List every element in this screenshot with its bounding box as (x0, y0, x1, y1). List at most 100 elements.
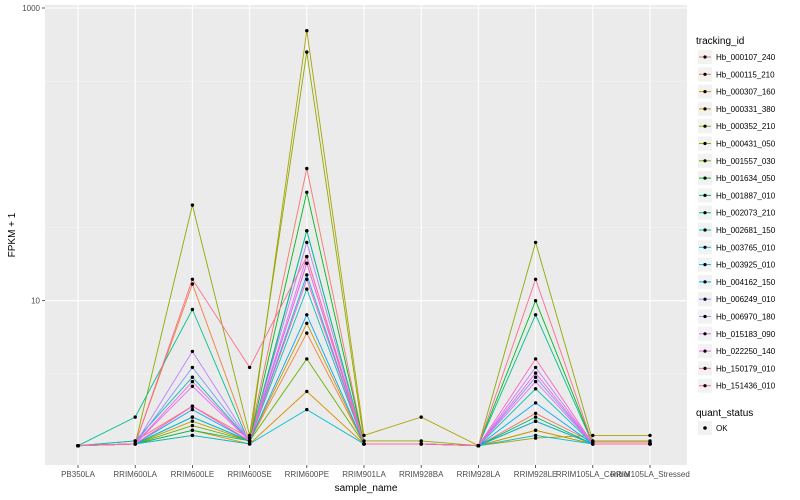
data-point (419, 415, 423, 419)
legend-entry-label: Hb_022250_140 (716, 347, 776, 356)
data-point (190, 365, 195, 370)
data-point (533, 415, 538, 419)
data-point (305, 190, 309, 194)
data-point (533, 357, 538, 361)
data-point (533, 277, 538, 281)
legend-entry-label: Hb_002073_210 (716, 209, 776, 218)
data-point (247, 433, 252, 438)
data-point (648, 439, 652, 443)
data-point (305, 273, 309, 277)
data-point (362, 442, 366, 446)
data-point (362, 439, 366, 443)
x-tick-label: RRIM928LA (457, 470, 501, 479)
data-point (419, 439, 423, 443)
legend-entry-label: Hb_001557_030 (716, 157, 776, 166)
data-point (247, 442, 252, 446)
data-point (533, 428, 538, 432)
legend-key-dot (703, 107, 707, 111)
data-point (362, 433, 366, 438)
data-point (533, 375, 538, 379)
legend-key-dot (703, 193, 707, 197)
data-point (305, 287, 309, 291)
data-point (533, 371, 538, 375)
legend: tracking_id Hb_000107_240 Hb_000115_210 Hb… (696, 36, 776, 435)
data-point (190, 349, 195, 354)
legend-key-dot (703, 55, 707, 59)
data-point (305, 313, 309, 317)
data-point (591, 439, 595, 443)
data-point (533, 401, 538, 405)
data-point (133, 439, 137, 443)
data-point (419, 442, 423, 446)
legend-entry-label: Hb_006970_180 (716, 313, 776, 322)
legend-key-dot (703, 349, 707, 353)
x-tick-label: RRIM600LE (171, 470, 215, 479)
data-point (190, 282, 195, 286)
data-point (476, 444, 481, 448)
plot-panel (45, 5, 687, 465)
legend-key-dot (703, 245, 707, 249)
data-point (190, 428, 195, 432)
y-axis-title: FPKM + 1 (7, 212, 18, 257)
x-tick-label: PB350LA (61, 470, 95, 479)
data-point (76, 444, 80, 448)
x-tick-label: RRIM105LA_Control (556, 470, 630, 479)
data-point (190, 379, 195, 384)
data-point (190, 415, 195, 419)
x-tick-label: RRIM105LA_Stressed (610, 470, 690, 479)
data-point (305, 389, 309, 394)
legend-entry-label: Hb_000107_240 (716, 53, 776, 62)
data-point (533, 436, 538, 440)
data-point (648, 442, 652, 446)
legend-key-dot (703, 124, 707, 128)
data-point (305, 321, 309, 325)
y-tick-label: 10 (31, 297, 40, 306)
data-point (533, 433, 538, 438)
data-point (190, 384, 195, 388)
point-legend-title: quant_status (696, 408, 753, 419)
data-point (190, 307, 195, 312)
legend-entry-label: Hb_001634_050 (716, 174, 776, 183)
legend-key-dot (703, 141, 707, 146)
data-point (305, 277, 309, 281)
legend-key-dot (703, 228, 707, 232)
data-point (190, 407, 195, 412)
x-tick-label: RRIM928LE (514, 470, 558, 479)
legend-entry-label: Hb_151436_010 (716, 382, 776, 391)
data-point (305, 407, 309, 412)
legend-key-dot (703, 90, 707, 94)
data-point (591, 433, 595, 438)
point-legend-key-dot (703, 426, 707, 430)
data-point (190, 203, 195, 207)
legend-entry-label: Hb_003925_010 (716, 261, 776, 270)
legend-key-dot (703, 159, 707, 163)
legend-entry-label: Hb_004162_150 (716, 278, 776, 287)
x-tick-label: RRIM600SE (227, 470, 271, 479)
legend-entry-label: Hb_150179_010 (716, 364, 776, 373)
legend-entry-label: Hb_000115_210 (716, 70, 775, 79)
data-point (533, 313, 538, 317)
data-point (533, 419, 538, 423)
legend-key-dot (703, 314, 707, 319)
legend-entry-label: Hb_002681_150 (716, 226, 776, 235)
data-point (648, 433, 652, 438)
data-point (533, 240, 538, 245)
y-axis-ticks: 10 1000 (22, 4, 45, 306)
legend-entry-label: Hb_003765_010 (716, 243, 776, 252)
legend-title: tracking_id (696, 36, 744, 47)
legend-entry-label: Hb_000352_210 (716, 122, 776, 131)
data-point (247, 439, 252, 443)
legend-key-dot (703, 211, 707, 215)
data-point (533, 379, 538, 384)
data-point (305, 29, 309, 33)
data-point (533, 365, 538, 370)
data-point (305, 229, 309, 233)
data-point (190, 423, 195, 428)
point-legend-label: OK (716, 424, 728, 433)
x-axis-ticks: PB350LA RRIM600LA RRIM600LE RRIM600SE RRIM60… (61, 465, 690, 479)
data-point (533, 387, 538, 391)
data-point (305, 331, 309, 335)
data-point (305, 50, 309, 54)
data-points (76, 29, 652, 448)
